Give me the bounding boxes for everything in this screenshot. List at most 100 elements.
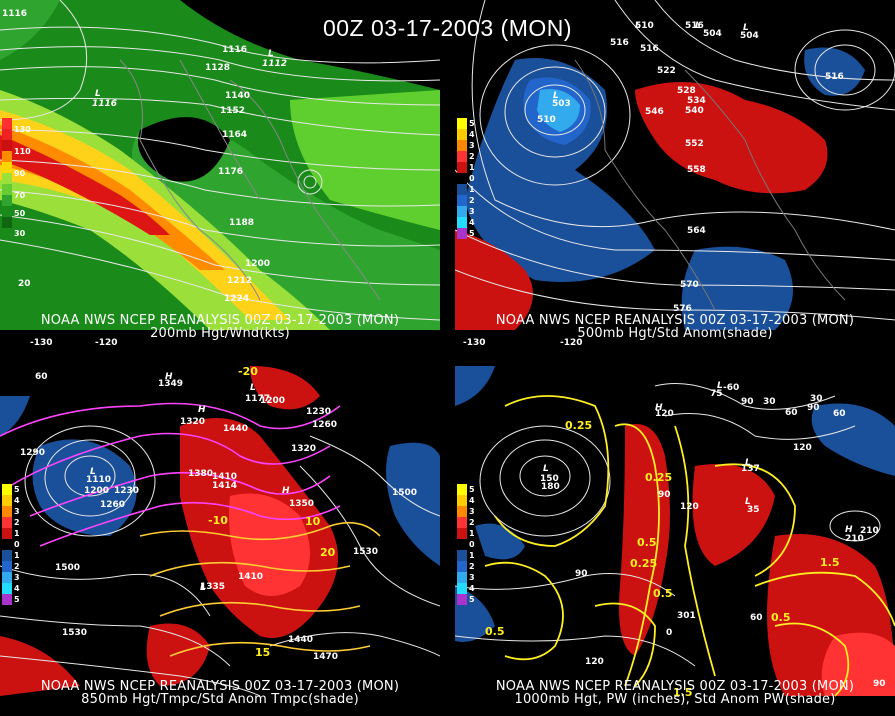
legend-swatch: [2, 151, 12, 162]
anomaly-legend-1000mb: 5 4 3 2 1 0 1 2 3 4 5: [457, 484, 475, 605]
legend-label: 5: [469, 119, 475, 128]
contour-label: 516: [610, 38, 629, 48]
coord-label: -130: [30, 338, 53, 348]
legend-label: 110: [14, 147, 31, 156]
legend-label: 2: [469, 518, 475, 527]
legend-label: 0: [469, 174, 475, 183]
contour-label: 30: [810, 394, 823, 404]
wind-shade-east: [290, 90, 440, 230]
contour-label: 1176: [218, 167, 243, 177]
high-marker: H: [198, 405, 206, 415]
legend-label: 4: [14, 584, 20, 593]
anomaly-negative-center: [537, 89, 580, 132]
map-850mb: 1290 1200 1230 1260 1320 1380 1410 1440 …: [0, 366, 440, 697]
temp-label: -20: [238, 366, 258, 378]
legend-label: 1: [14, 529, 20, 538]
legend-swatch: [2, 129, 12, 140]
caption-source: NOAA NWS NCEP REANALYSIS 00Z 03-17-2003 …: [495, 679, 855, 694]
legend-label: 2: [14, 562, 20, 571]
panel-850mb: 1290 1200 1230 1260 1320 1380 1410 1440 …: [0, 366, 440, 716]
coord-labels-200mb: -130 -120 20: [18, 279, 118, 348]
caption-variable: 500mb Hgt/Std Anom(shade): [577, 326, 773, 341]
contour-label: 1200: [84, 486, 109, 496]
wind-legend: 130 110 90 70 50 30: [2, 118, 31, 238]
high-value: 1414: [212, 481, 237, 491]
pw-label: 0.5: [771, 611, 791, 624]
contour-label: 1230: [306, 407, 331, 417]
contour-label: 504: [703, 29, 722, 39]
legend-swatch: [2, 539, 12, 550]
high-marker: H: [165, 372, 173, 382]
legend-label: 4: [469, 130, 475, 139]
low-value: 1112: [262, 59, 287, 69]
legend-swatch: [457, 572, 467, 583]
caption-source: NOAA NWS NCEP REANALYSIS 00Z 03-17-2003 …: [495, 313, 855, 328]
low-marker: L: [717, 381, 723, 391]
caption-source: NOAA NWS NCEP REANALYSIS 00Z 03-17-2003 …: [40, 679, 400, 694]
low-marker: L: [250, 383, 256, 393]
legend-label: 70: [14, 191, 26, 200]
legend-swatch: [457, 140, 467, 151]
wind-shade-nw: [0, 0, 60, 60]
legend-swatch: [2, 572, 12, 583]
anomaly-negative-ne-1000: [811, 403, 895, 476]
contour-label: 1320: [180, 417, 205, 427]
legend-swatch: [457, 195, 467, 206]
legend-swatch: [2, 561, 12, 572]
legend-swatch: [457, 184, 467, 195]
panel-1000mb: 120 90 60 30 150 210 120 90 60 30 120 90…: [455, 366, 895, 716]
main-title: 00Z 03-17-2003 (MON): [322, 15, 573, 41]
low-marker: L: [268, 49, 274, 59]
pressure-centers-850mb: L 1110 L 1177 L 1335 H 1349 H 1414 H: [86, 372, 290, 593]
low-marker: L: [745, 497, 751, 507]
contour-label: 60: [750, 613, 763, 623]
contour-label: 1212: [227, 276, 252, 286]
contour-labels-850mb: 1290 1200 1230 1260 1320 1380 1410 1440 …: [20, 396, 417, 662]
contour-label: 1152: [220, 106, 245, 116]
legend-swatch: [2, 173, 12, 184]
legend-label: 1: [469, 185, 475, 194]
legend-swatch: [457, 550, 467, 561]
map-1000mb: 120 90 60 30 150 210 120 90 60 30 120 90…: [455, 366, 895, 699]
legend-swatch: [2, 506, 12, 517]
low-marker: L: [200, 583, 206, 593]
legend-label: 2: [14, 518, 20, 527]
high-marker: H: [845, 525, 853, 535]
contour-label: 522: [657, 66, 676, 76]
contour-label: 0: [666, 628, 672, 638]
wind-shade-110: [0, 135, 170, 235]
contour-label: 1380: [188, 469, 213, 479]
contour-label: 510: [635, 21, 654, 31]
legend-label: 2: [469, 562, 475, 571]
anomaly-positive-south-850: [146, 623, 210, 686]
legend-swatch: [2, 517, 12, 528]
high-value: 180: [541, 482, 560, 492]
contour-label: 1410: [238, 572, 263, 582]
legend-swatch: [2, 118, 12, 129]
coord-label: -130: [463, 338, 486, 348]
contour-label: 150: [540, 474, 559, 484]
precipitable-water-contours: [484, 395, 895, 697]
contour-label: 576: [673, 304, 692, 314]
legend-label: 1: [469, 163, 475, 172]
contour-label: 1116: [222, 45, 247, 55]
legend-swatch: [457, 228, 467, 239]
contour-label: 540: [685, 106, 704, 116]
coord-labels-1000mb: 90: [873, 679, 886, 689]
anomaly-positive-center-1000: [692, 464, 775, 566]
pressure-lows-200mb: L 1112 L 1116: [92, 49, 287, 109]
legend-label: 3: [469, 141, 475, 150]
legend-swatch: [457, 484, 467, 495]
low-marker: L: [90, 467, 96, 477]
legend-swatch: [457, 129, 467, 140]
legend-label: 5: [469, 485, 475, 494]
contour-labels-1000mb: 120 90 60 30 150 210 120 90 60 30 120 90…: [540, 394, 879, 667]
legend-label: 50: [14, 209, 26, 218]
legend-label: 1: [469, 551, 475, 560]
contour-label: 552: [685, 139, 704, 149]
anomaly-legend-500mb: 5 4 3 2 1 0 1 2 3 4 5: [457, 118, 475, 239]
anomaly-negative-west: [465, 58, 655, 282]
coord-label: 20: [18, 279, 31, 289]
coord-labels-500mb: -130 -120: [463, 338, 583, 348]
